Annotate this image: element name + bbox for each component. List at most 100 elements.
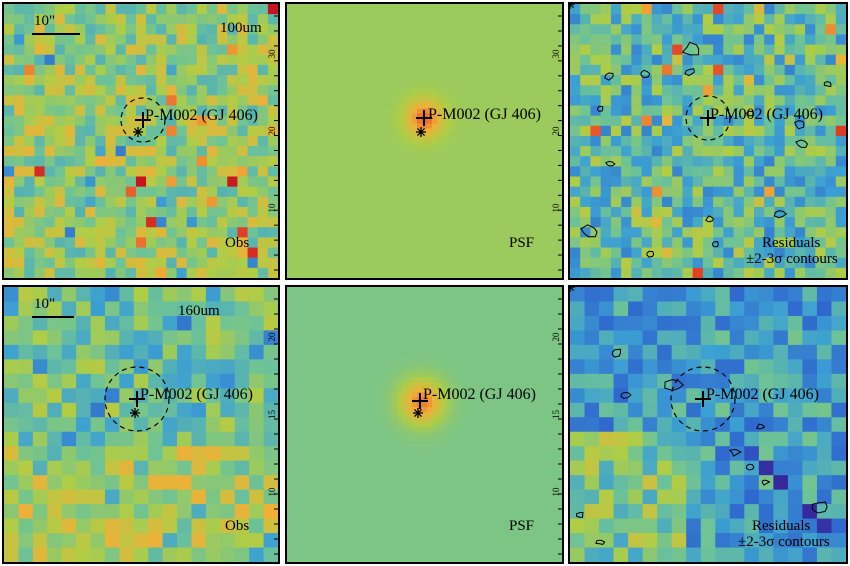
- pixel-cell: [512, 213, 518, 219]
- pixel-cell: [723, 115, 735, 127]
- pixel-cell: [417, 253, 423, 259]
- pixel-cell: [322, 292, 328, 298]
- pixel-cell: [135, 95, 147, 107]
- pixel-cell: [621, 64, 632, 76]
- pixel-cell: [517, 243, 523, 249]
- pixel-cell: [412, 118, 418, 125]
- pixel-cell: [317, 183, 323, 189]
- pixel-cell: [44, 267, 56, 278]
- pixel-cell: [287, 63, 293, 70]
- pixel-cell: [497, 273, 503, 278]
- pixel-cell: [522, 93, 528, 100]
- pixel-cell: [457, 292, 463, 298]
- pixel-cell: [417, 68, 423, 75]
- pixel-cell: [815, 135, 827, 147]
- pixel-cell: [234, 402, 250, 418]
- pixel-cell: [191, 287, 207, 303]
- pixel-cell: [442, 238, 448, 244]
- pixel-cell: [287, 233, 293, 239]
- pixel-cell: [85, 267, 96, 278]
- pixel-cell: [754, 267, 765, 278]
- pixel-cell: [292, 268, 298, 274]
- pixel-cell: [342, 133, 348, 140]
- pixel-cell: [372, 208, 378, 214]
- pixel-cell: [357, 43, 363, 50]
- pixel-cell: [552, 213, 558, 219]
- pixel-cell: [146, 227, 157, 239]
- pixel-cell: [472, 38, 478, 45]
- pixel-cell: [497, 173, 503, 179]
- pixel-cell: [342, 53, 348, 60]
- pixel-cell: [342, 273, 348, 278]
- pixel-cell: [507, 188, 513, 194]
- pixel-cell: [547, 48, 553, 55]
- pixel-cell: [263, 344, 278, 360]
- pixel-cell: [191, 533, 207, 549]
- pixel-cell: [487, 203, 493, 209]
- pixel-cell: [227, 267, 239, 278]
- pixel-cell: [342, 93, 348, 100]
- pixel-cell: [146, 217, 157, 228]
- pixel-cell: [317, 193, 323, 199]
- pixel-cell: [317, 93, 323, 100]
- pixel-cell: [417, 263, 423, 269]
- pixel-cell: [482, 133, 488, 140]
- pixel-cell: [522, 48, 528, 55]
- pixel-cell: [347, 68, 353, 75]
- pixel-cell: [432, 53, 438, 60]
- pixel-cell: [14, 227, 25, 239]
- pixel-cell: [432, 28, 438, 35]
- pixel-cell: [651, 227, 663, 239]
- pixel-cell: [54, 85, 66, 96]
- pixel-cell: [146, 44, 157, 56]
- pixel-cell: [317, 228, 323, 234]
- pixel-cell: [532, 248, 538, 254]
- pixel-cell: [377, 8, 383, 15]
- pixel-cell: [487, 223, 493, 229]
- pixel-cell: [307, 18, 313, 25]
- pixel-cell: [662, 176, 673, 188]
- pixel-cell: [347, 178, 353, 184]
- pixel-cell: [148, 344, 164, 360]
- pixel-cell: [227, 176, 239, 188]
- pixel-cell: [452, 233, 458, 239]
- pixel-cell: [18, 460, 34, 476]
- pixel-cell: [532, 118, 538, 125]
- pixel-cell: [4, 24, 15, 36]
- pixel-cell: [95, 247, 107, 259]
- pixel-cell: [835, 54, 846, 66]
- pixel-cell: [327, 287, 333, 293]
- pixel-cell: [472, 113, 478, 120]
- pixel-cell: [322, 143, 328, 150]
- target-position-marker: [700, 110, 716, 126]
- pixel-cell: [835, 257, 846, 269]
- pixel-cell: [835, 24, 846, 36]
- pixel-cell: [432, 93, 438, 100]
- pixel-cell: [115, 95, 127, 107]
- pixel-cell: [417, 218, 423, 224]
- pixel-cell: [552, 218, 558, 224]
- pixel-cell: [784, 237, 796, 249]
- pixel-cell: [764, 85, 776, 96]
- pixel-cell: [702, 227, 714, 239]
- pixel-cell: [754, 206, 765, 218]
- pixel-cell: [507, 4, 513, 10]
- pixel-cell: [527, 18, 533, 25]
- pixel-cell: [312, 193, 318, 199]
- pixel-cell: [743, 54, 755, 66]
- pixel-cell: [119, 460, 135, 476]
- pixel-cell: [672, 95, 684, 107]
- pixel-cell: [297, 13, 303, 20]
- pixel-cell: [392, 93, 398, 100]
- pixel-cell: [362, 292, 368, 298]
- pixel-cell: [492, 253, 498, 259]
- pixel-cell: [542, 88, 548, 95]
- pixel-cell: [427, 33, 433, 40]
- pixel-cell: [317, 48, 323, 55]
- pixel-cell: [427, 153, 433, 160]
- pixel-cell: [412, 208, 418, 214]
- pixel-cell: [352, 253, 358, 259]
- pixel-cell: [402, 23, 408, 30]
- pixel-cell: [794, 227, 806, 239]
- pixel-cell: [527, 88, 533, 95]
